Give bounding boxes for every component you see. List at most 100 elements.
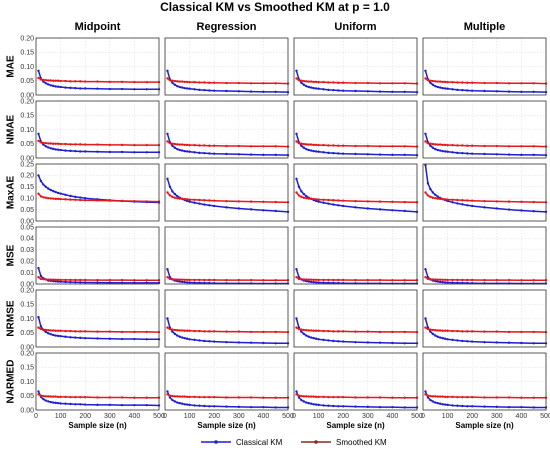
data-point-smoothed-km — [145, 200, 148, 203]
data-point-smoothed-km — [274, 82, 277, 85]
data-point-classical-km — [59, 85, 62, 89]
data-point-classical-km — [456, 151, 459, 155]
data-point-smoothed-km — [456, 329, 459, 333]
data-point-smoothed-km — [378, 200, 382, 203]
data-point-classical-km — [84, 281, 87, 284]
data-point-classical-km — [37, 390, 40, 393]
data-point-classical-km — [208, 152, 211, 155]
data-point-smoothed-km — [176, 143, 179, 146]
data-point-smoothed-km — [171, 142, 174, 145]
data-point-classical-km — [431, 191, 435, 194]
data-point-smoothed-km — [520, 279, 523, 282]
data-point-classical-km — [366, 405, 369, 409]
data-point-smoothed-km — [431, 328, 435, 332]
panel-frame — [422, 352, 547, 411]
panel-narmed-multiple: 0 100 200 300 400 500 — [421, 352, 550, 420]
data-point-classical-km — [249, 341, 253, 344]
data-point-classical-km — [79, 196, 82, 199]
data-point-smoothed-km — [471, 144, 474, 147]
data-point-smoothed-km — [426, 327, 430, 331]
data-point-classical-km — [96, 87, 99, 90]
data-point-smoothed-km — [507, 200, 511, 203]
data-point-classical-km — [173, 146, 177, 149]
data-point-classical-km — [213, 89, 216, 92]
data-point-classical-km — [471, 89, 474, 92]
data-point-classical-km — [203, 151, 206, 155]
x-tick-label: 100 — [442, 413, 454, 420]
data-point-smoothed-km — [461, 199, 464, 202]
data-point-smoothed-km — [495, 278, 498, 282]
data-point-smoothed-km — [302, 79, 306, 83]
data-point-smoothed-km — [434, 328, 437, 332]
data-point-smoothed-km — [237, 330, 240, 333]
data-point-classical-km — [317, 403, 320, 407]
data-point-smoothed-km — [342, 81, 345, 84]
data-point-smoothed-km — [173, 79, 177, 83]
data-point-classical-km — [133, 281, 136, 285]
x-tick-label: 500 — [153, 413, 165, 420]
data-point-smoothed-km — [332, 81, 335, 84]
data-point-smoothed-km — [193, 198, 196, 201]
data-point-smoothed-km — [520, 396, 523, 399]
data-point-classical-km — [391, 341, 394, 345]
data-point-smoothed-km — [84, 278, 87, 282]
data-point-smoothed-km — [74, 330, 77, 333]
data-point-classical-km — [520, 90, 523, 94]
y-tick-label: 0.05 — [20, 207, 34, 214]
data-point-classical-km — [466, 405, 469, 408]
data-point-classical-km — [168, 185, 172, 188]
data-point-classical-km — [520, 405, 523, 409]
data-point-classical-km — [443, 87, 447, 90]
data-point-smoothed-km — [451, 198, 454, 201]
data-point-smoothed-km — [181, 80, 184, 83]
data-point-smoothed-km — [133, 143, 136, 147]
data-point-smoothed-km — [337, 144, 340, 147]
data-point-classical-km — [208, 89, 211, 92]
data-point-smoothed-km — [56, 142, 60, 145]
data-point-smoothed-km — [456, 395, 459, 399]
data-point-smoothed-km — [120, 330, 124, 334]
data-point-smoothed-km — [332, 395, 335, 399]
data-point-smoothed-km — [69, 395, 72, 399]
data-point-classical-km — [507, 208, 511, 211]
data-point-smoothed-km — [176, 80, 179, 83]
data-point-smoothed-km — [49, 278, 52, 281]
data-point-classical-km — [342, 340, 345, 343]
y-tick-label: 0.00 — [20, 218, 34, 225]
data-point-smoothed-km — [451, 278, 454, 282]
data-point-classical-km — [178, 335, 181, 338]
data-point-classical-km — [434, 147, 437, 151]
data-point-classical-km — [108, 150, 112, 154]
data-point-classical-km — [274, 90, 277, 94]
data-point-classical-km — [471, 405, 474, 408]
data-point-smoothed-km — [431, 196, 435, 199]
data-point-classical-km — [451, 338, 454, 342]
data-point-classical-km — [441, 149, 444, 153]
data-point-smoothed-km — [193, 80, 196, 84]
data-point-smoothed-km — [39, 78, 43, 81]
data-point-smoothed-km — [305, 143, 308, 146]
data-point-smoothed-km — [391, 82, 394, 85]
panel-frame — [164, 226, 289, 285]
data-point-smoothed-km — [354, 199, 357, 203]
panel-maxae-uniform — [293, 163, 419, 222]
data-point-classical-km — [74, 281, 77, 284]
data-point-smoothed-km — [446, 80, 449, 84]
data-point-smoothed-km — [262, 279, 265, 282]
data-point-classical-km — [208, 340, 211, 343]
data-point-smoothed-km — [49, 329, 52, 332]
data-point-smoothed-km — [471, 395, 474, 399]
data-point-smoothed-km — [436, 395, 439, 398]
data-point-smoothed-km — [312, 329, 315, 332]
data-point-classical-km — [249, 405, 253, 409]
data-point-classical-km — [495, 153, 498, 156]
x-tick-label: 0 — [163, 413, 167, 420]
data-point-smoothed-km — [451, 143, 454, 147]
data-point-classical-km — [44, 82, 48, 85]
data-point-classical-km — [507, 90, 511, 93]
data-point-classical-km — [249, 153, 253, 156]
data-point-classical-km — [305, 334, 308, 337]
data-point-smoothed-km — [178, 80, 181, 83]
data-point-classical-km — [59, 334, 62, 338]
data-point-classical-km — [461, 151, 464, 155]
